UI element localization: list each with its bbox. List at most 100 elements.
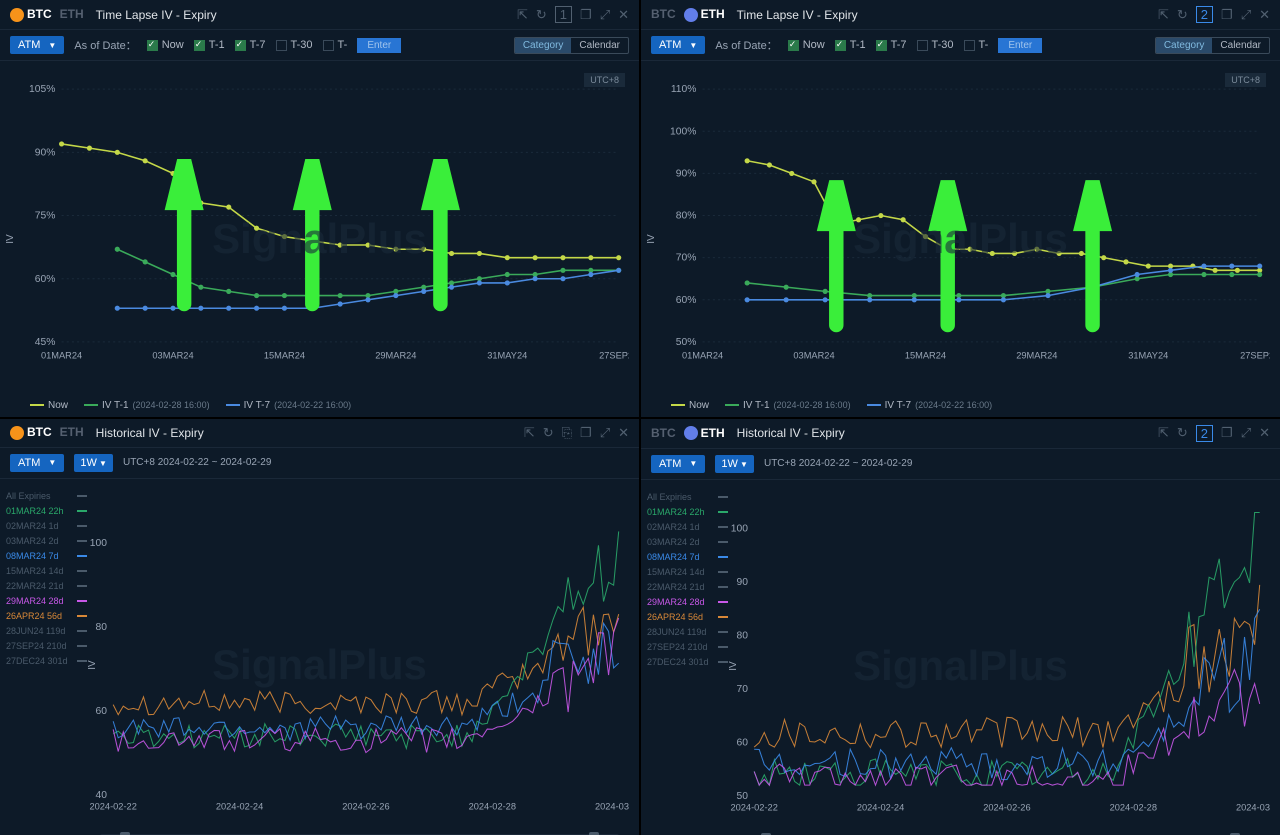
count-badge[interactable]: 2 [1196,6,1213,23]
checkbox-now[interactable]: Now [788,39,825,51]
coin-tab-eth[interactable]: ETH [60,425,84,439]
save-icon[interactable]: ⎘ [562,425,572,441]
coin-tab-eth[interactable]: ETH [684,7,725,22]
expand-icon[interactable]: ⤢ [1241,7,1251,23]
coin-tab-btc[interactable]: BTC [10,7,52,22]
copy-icon[interactable]: ❐ [580,425,592,441]
checkbox-now[interactable]: Now [147,39,184,51]
checkbox-group: Now T-1 T-7 T-30 T- [147,39,348,51]
timeframe-dropdown[interactable]: 1W [715,455,754,473]
enter-button[interactable]: Enter [998,38,1042,53]
refresh-icon[interactable]: ↻ [543,425,554,441]
checkbox-t-7[interactable]: T-7 [235,39,266,51]
checkbox-group: Now T-1 T-7 T-30 T- [788,39,989,51]
atm-dropdown[interactable]: ATM [10,36,64,54]
svg-text:15MAR24: 15MAR24 [905,350,946,360]
expiry-item[interactable]: 27SEP24 210d [4,639,89,654]
checkbox-t-30[interactable]: T-30 [917,39,954,51]
coin-tab-eth[interactable]: ETH [684,426,725,441]
svg-text:2024-02-24: 2024-02-24 [216,801,263,811]
expand-icon[interactable]: ⤢ [600,425,610,441]
timeframe-dropdown[interactable]: 1W [74,454,113,472]
expiry-item[interactable]: 26APR24 56d [645,610,730,625]
legend-item[interactable]: IV T-1(2024-02-28 16:00) [725,400,851,411]
legend-item[interactable]: Now [30,400,68,411]
atm-dropdown[interactable]: ATM [651,455,705,473]
legend-item[interactable]: Now [671,400,709,411]
expiry-item[interactable]: 02MAR24 1d [4,519,89,534]
atm-dropdown[interactable]: ATM [651,36,705,54]
expiry-item[interactable]: 22MAR24 21d [4,579,89,594]
close-icon[interactable]: ✕ [1259,7,1270,23]
expiry-item[interactable]: 28JUN24 119d [4,624,89,639]
checkbox-t-7[interactable]: T-7 [876,39,907,51]
chart-area: SignalPlus UTC+8 IV 110%100%90%80%70%60%… [641,61,1280,417]
expiry-item[interactable]: 27DEC24 301d [4,654,89,669]
refresh-icon[interactable]: ↻ [1177,7,1188,23]
svg-text:105%: 105% [29,84,55,95]
expiry-item[interactable]: 08MAR24 7d [645,550,730,565]
expiry-item[interactable]: 08MAR24 7d [4,549,89,564]
expiry-item[interactable]: 01MAR24 22h [4,504,89,519]
expiry-item[interactable]: 27SEP24 210d [645,640,730,655]
btn-calendar[interactable]: Calendar [571,38,628,53]
coin-tab-btc[interactable]: BTC [651,7,676,21]
expiry-item[interactable]: All Expiries [4,489,89,504]
svg-text:27SEP24: 27SEP24 [1240,350,1270,360]
svg-text:80%: 80% [676,211,697,222]
expiry-item[interactable]: 03MAR24 2d [645,535,730,550]
legend-item[interactable]: IV T-1(2024-02-28 16:00) [84,400,210,411]
panel-btc-historical: BTC ETH Historical IV - Expiry ⇱ ↻ ⎘ ❐ ⤢… [0,419,639,835]
view-toggle: Category Calendar [514,37,629,54]
coin-tab-btc[interactable]: BTC [651,426,676,440]
expiry-item[interactable]: All Expiries [645,490,730,505]
close-icon[interactable]: ✕ [618,425,629,441]
expiry-item[interactable]: 27DEC24 301d [645,655,730,670]
btn-calendar[interactable]: Calendar [1212,38,1269,53]
close-icon[interactable]: ✕ [618,7,629,23]
svg-text:80: 80 [737,630,749,641]
btn-category[interactable]: Category [1156,38,1213,53]
checkbox-t-[interactable]: T- [323,39,348,51]
atm-dropdown[interactable]: ATM [10,454,64,472]
copy-icon[interactable]: ❐ [580,7,592,23]
expiry-item[interactable]: 15MAR24 14d [4,564,89,579]
expiry-item[interactable]: 22MAR24 21d [645,580,730,595]
count-badge[interactable]: 2 [1196,425,1213,442]
chart-legend: Now IV T-1(2024-02-28 16:00) IV T-7(2024-0… [30,400,351,411]
eth-icon [684,426,698,440]
legend-item[interactable]: IV T-7(2024-02-22 16:00) [867,400,993,411]
expand-icon[interactable]: ⤢ [600,7,610,23]
count-badge[interactable]: 1 [555,6,572,23]
expiry-item[interactable]: 29MAR24 28d [645,595,730,610]
svg-text:2024-02-28: 2024-02-28 [469,801,516,811]
external-icon[interactable]: ⇱ [524,425,535,441]
checkbox-t-30[interactable]: T-30 [276,39,313,51]
copy-icon[interactable]: ❐ [1221,425,1233,441]
enter-button[interactable]: Enter [357,38,401,53]
checkbox-t-1[interactable]: T-1 [835,39,866,51]
refresh-icon[interactable]: ↻ [1177,425,1188,441]
asof-label: As of Date： [74,37,136,53]
legend-item[interactable]: IV T-7(2024-02-22 16:00) [226,400,352,411]
checkbox-t-1[interactable]: T-1 [194,39,225,51]
expiry-item[interactable]: 02MAR24 1d [645,520,730,535]
coin-tab-btc[interactable]: BTC [10,425,52,440]
chart-svg: 10090807060502024-02-222024-02-242024-02… [651,490,1270,835]
expiry-item[interactable]: 01MAR24 22h [645,505,730,520]
expiry-item[interactable]: 15MAR24 14d [645,565,730,580]
external-icon[interactable]: ⇱ [1158,7,1169,23]
close-icon[interactable]: ✕ [1259,425,1270,441]
expiry-item[interactable]: 28JUN24 119d [645,625,730,640]
checkbox-t-[interactable]: T- [964,39,989,51]
btn-category[interactable]: Category [515,38,572,53]
copy-icon[interactable]: ❐ [1221,7,1233,23]
expiry-item[interactable]: 03MAR24 2d [4,534,89,549]
external-icon[interactable]: ⇱ [1158,425,1169,441]
expiry-item[interactable]: 26APR24 56d [4,609,89,624]
external-icon[interactable]: ⇱ [517,7,528,23]
coin-tab-eth[interactable]: ETH [60,7,84,21]
refresh-icon[interactable]: ↻ [536,7,547,23]
expiry-item[interactable]: 29MAR24 28d [4,594,89,609]
expand-icon[interactable]: ⤢ [1241,425,1251,441]
